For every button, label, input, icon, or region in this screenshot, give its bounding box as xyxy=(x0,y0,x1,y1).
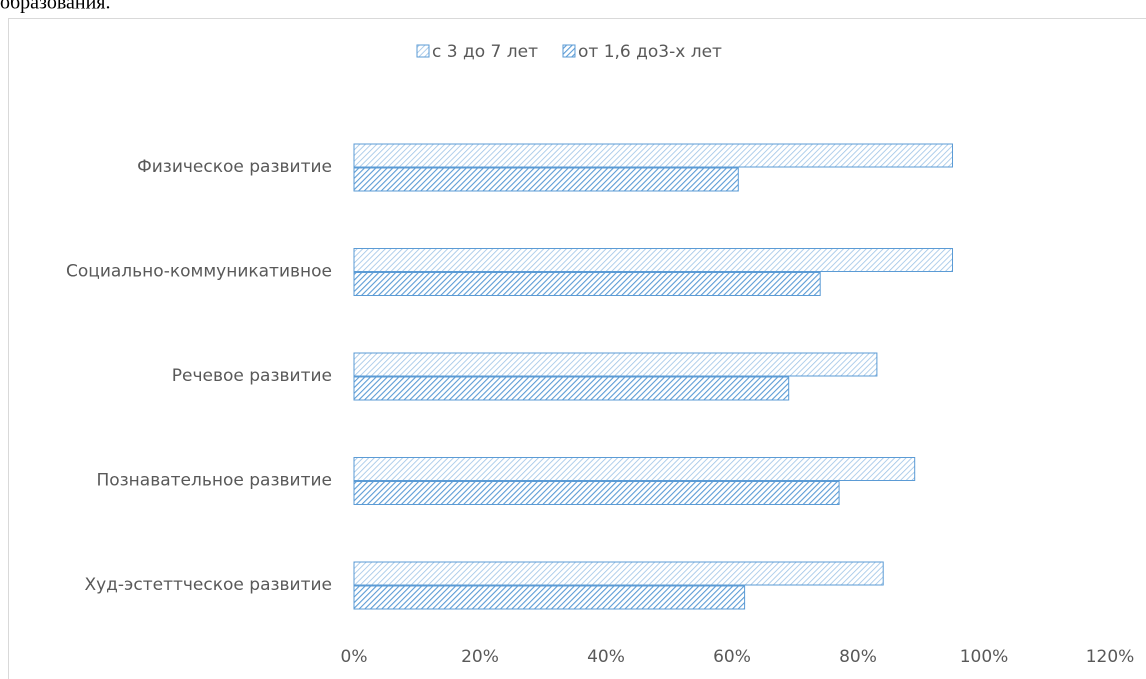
bar xyxy=(353,248,953,272)
y-tick-label: Социально-коммуникативное xyxy=(66,262,332,282)
x-tick-label: 60% xyxy=(713,647,751,667)
y-tick-label: Речевое развитие xyxy=(172,366,332,386)
bar xyxy=(353,143,953,168)
x-tick-label: 0% xyxy=(341,647,368,667)
bar xyxy=(353,481,840,505)
y-tick-label: Физическое развитие xyxy=(137,157,332,177)
legend-swatch xyxy=(562,44,576,58)
bar xyxy=(353,561,884,586)
legend-swatch xyxy=(416,44,430,58)
bar xyxy=(353,376,790,401)
legend-label: от 1,6 до3-х лет xyxy=(578,42,722,62)
y-tick-label: Худ-эстеттческое развитие xyxy=(84,575,332,595)
x-tick-label: 100% xyxy=(960,647,1009,667)
bar xyxy=(353,352,878,377)
x-tick-label: 120% xyxy=(1086,647,1135,667)
bar xyxy=(353,272,821,296)
bar xyxy=(353,585,746,610)
x-tick-label: 80% xyxy=(839,647,877,667)
bar xyxy=(353,167,739,192)
x-tick-label: 40% xyxy=(587,647,625,667)
bar xyxy=(353,457,916,481)
chart-border xyxy=(8,18,1146,679)
legend-label: с 3 до 7 лет xyxy=(432,42,538,62)
y-tick-label: Познавательное развитие xyxy=(96,471,332,491)
heading: образования. xyxy=(0,0,111,14)
x-tick-label: 20% xyxy=(461,647,499,667)
